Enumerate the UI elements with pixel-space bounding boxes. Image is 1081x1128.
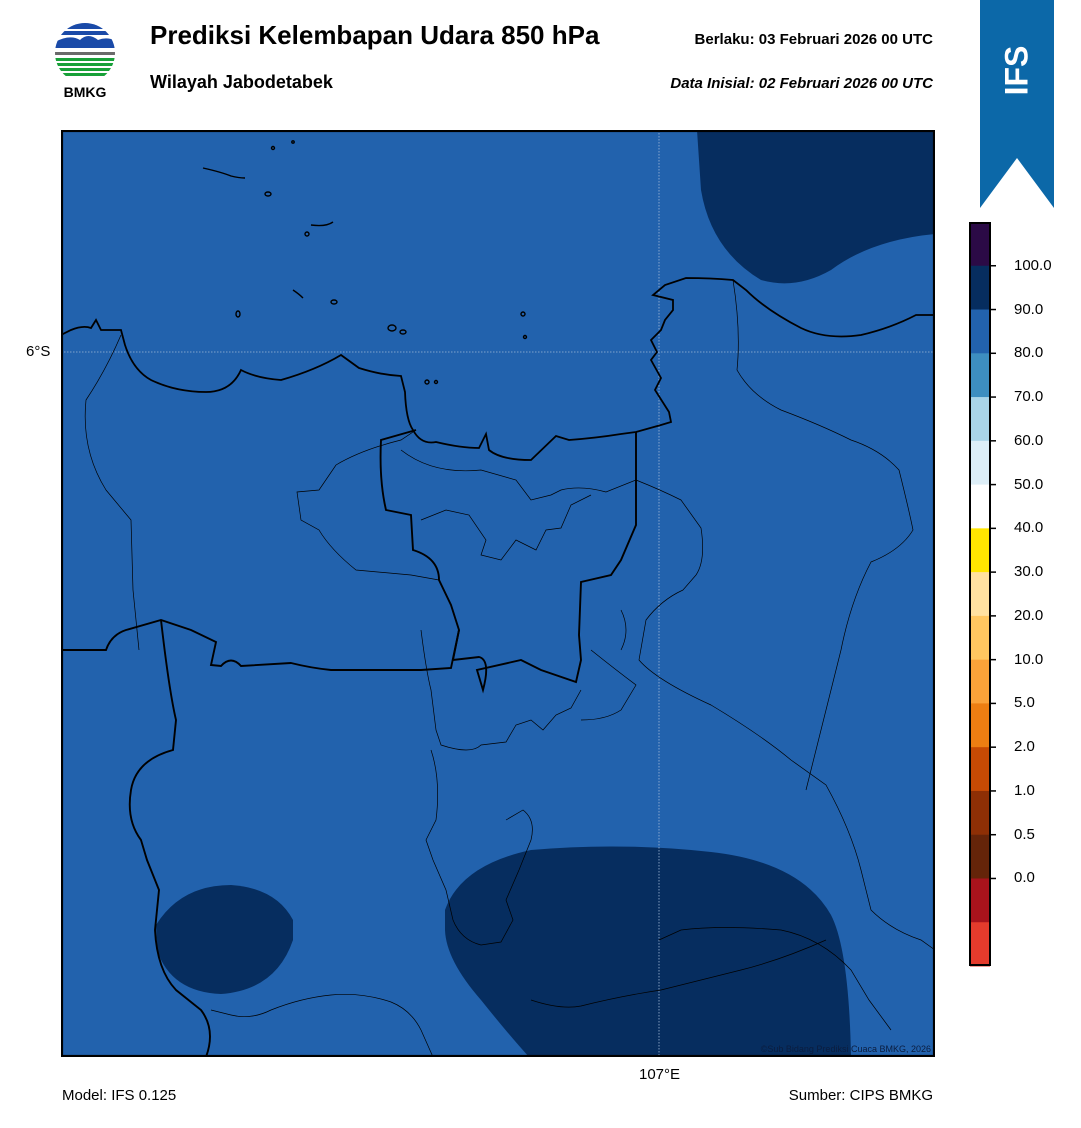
colorbar-tick-label: 100.0	[1014, 256, 1052, 274]
high-humidity-region-south	[445, 846, 851, 1057]
colorbar-tick-label: 10.0	[1014, 650, 1044, 668]
province-border	[61, 619, 460, 671]
colorbar-tick-label: 70.0	[1014, 388, 1044, 406]
colorbar-segment	[970, 615, 990, 661]
colorbar-segment	[970, 834, 990, 879]
initial-data-time: Data Inisial: 02 Februari 2026 00 UTC	[670, 75, 933, 92]
colorbar-tick-label: 20.0	[1014, 606, 1044, 624]
colorbar-segment	[970, 659, 990, 704]
colorbar-tick-label: 0.0	[1014, 869, 1035, 887]
longitude-label: 107°E	[639, 1066, 681, 1083]
colorbar-tick-label: 50.0	[1014, 475, 1044, 493]
province-border	[128, 619, 211, 1057]
district-borders	[84, 279, 935, 1057]
latitude-label: 6°S	[26, 343, 51, 360]
source-label: Sumber: CIPS BMKG	[788, 1087, 933, 1104]
colorbar-tick-label: 5.0	[1014, 694, 1035, 712]
high-humidity-region-northeast	[697, 130, 935, 284]
coastline	[61, 277, 935, 461]
ifs-ribbon	[980, 0, 1054, 208]
colorbar-segment	[970, 397, 990, 442]
colorbar-segment	[970, 703, 990, 748]
colorbar-segment	[970, 353, 990, 398]
colorbar-segment	[970, 572, 990, 617]
map-frame	[61, 130, 935, 1057]
ifs-ribbon-label: IFS	[998, 45, 1035, 95]
humidity-map	[61, 130, 935, 1057]
colorbar-tick-label: 40.0	[1014, 519, 1044, 537]
colorbar-segment	[970, 222, 990, 267]
colorbar-tick-label: 90.0	[1014, 300, 1044, 318]
colorbar-tick-label: 60.0	[1014, 431, 1044, 449]
colorbar-tick-label: 30.0	[1014, 563, 1044, 581]
colorbar-segment	[970, 440, 990, 486]
valid-time: Berlaku: 03 Februari 2026 00 UTC	[694, 31, 933, 48]
colorbar	[969, 222, 996, 967]
model-label: Model: IFS 0.125	[62, 1087, 177, 1104]
colorbar-segment	[970, 878, 990, 923]
colorbar-segment	[970, 528, 990, 573]
colorbar-segment	[970, 790, 990, 836]
bmkg-logo	[55, 23, 115, 83]
colorbar-tick-label: 2.0	[1014, 738, 1035, 756]
colorbar-tick-label: 1.0	[1014, 781, 1035, 799]
islands	[202, 140, 528, 385]
logo-text: BMKG	[63, 84, 107, 100]
colorbar-segment	[970, 265, 990, 311]
page-title: Prediksi Kelembapan Udara 850 hPa	[150, 20, 600, 50]
high-humidity-region-southwest	[156, 885, 293, 994]
colorbar-frame	[969, 222, 991, 966]
colorbar-segment	[970, 309, 990, 354]
colorbar-tick-label: 0.5	[1014, 825, 1035, 843]
colorbar-segment	[970, 922, 990, 967]
province-border	[379, 429, 637, 694]
colorbar-segment	[970, 484, 990, 529]
credit-text: ©Sub Bidang Prediksi Cuaca BMKG, 2026	[760, 1044, 931, 1054]
region-subtitle: Wilayah Jabodetabek	[150, 72, 333, 92]
colorbar-tick-label: 80.0	[1014, 344, 1044, 362]
colorbar-segment	[970, 747, 990, 792]
